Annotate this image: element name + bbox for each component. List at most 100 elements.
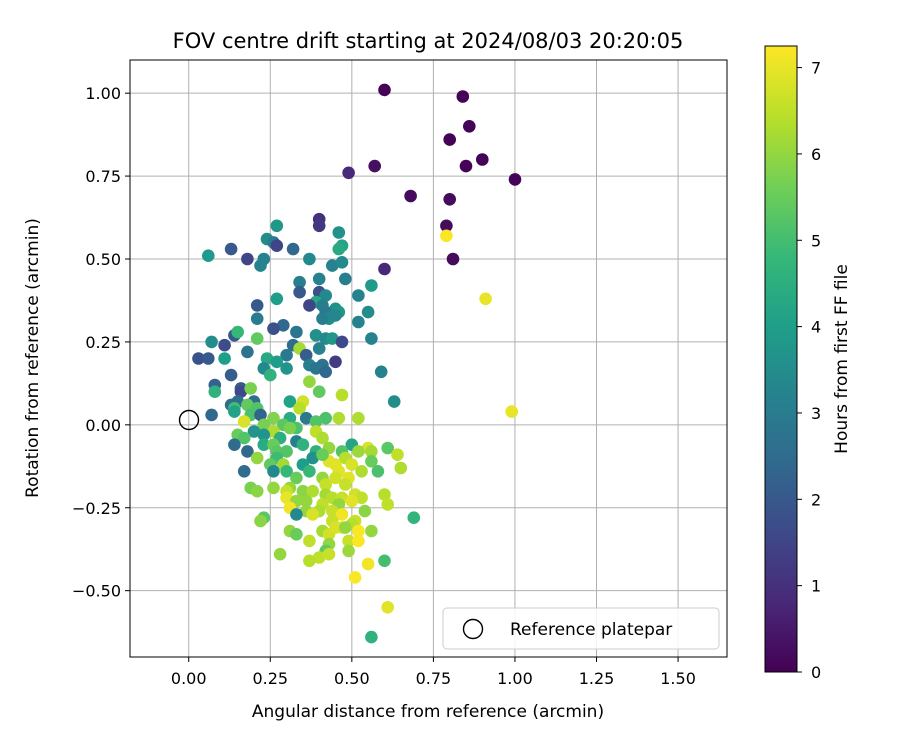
data-point: [306, 508, 320, 521]
data-point: [241, 398, 254, 412]
x-tick-label: 0.25: [252, 669, 288, 688]
data-point: [280, 465, 293, 478]
data-point: [339, 272, 352, 286]
data-point: [296, 484, 310, 498]
data-point: [202, 249, 215, 262]
data-point: [290, 508, 303, 521]
data-point: [254, 259, 267, 272]
data-point: [335, 335, 349, 349]
data-point: [374, 365, 388, 379]
data-point: [352, 534, 365, 548]
data-point: [303, 465, 316, 478]
data-point: [202, 352, 215, 365]
data-point: [224, 242, 238, 256]
data-point: [312, 385, 326, 399]
data-point: [381, 441, 395, 455]
data-point: [237, 465, 251, 478]
data-point: [254, 408, 267, 422]
data-point: [241, 345, 254, 359]
data-point: [250, 332, 264, 345]
data-point: [319, 411, 333, 425]
data-point: [312, 342, 326, 355]
colorbar: [764, 45, 798, 673]
y-axis-ticks: −0.50 −0.25 0.00 0.25 0.50 0.75 1.00: [72, 84, 130, 601]
data-point: [355, 491, 368, 505]
colorbar-tick-label: 6: [811, 145, 821, 164]
data-point: [218, 352, 231, 365]
y-tick-label: −0.25: [72, 499, 121, 518]
data-point: [332, 226, 346, 239]
colorbar-ticks: 0 1 2 3 4 5 6 7: [797, 59, 821, 682]
colorbar-tick-label: 2: [811, 490, 821, 509]
data-point: [339, 521, 352, 534]
data-point: [365, 445, 378, 458]
data-point: [257, 418, 271, 432]
data-point: [319, 478, 333, 491]
data-point: [352, 524, 365, 538]
data-point: [241, 252, 254, 266]
data-point: [290, 325, 303, 339]
data-point: [365, 630, 378, 644]
data-point: [234, 385, 248, 399]
data-point: [306, 484, 320, 498]
data-point: [348, 571, 362, 584]
data-point: [254, 514, 267, 528]
y-tick-label: 1.00: [85, 84, 121, 103]
data-point: [352, 445, 365, 458]
data-point: [368, 159, 382, 173]
data-point: [299, 348, 313, 362]
y-tick-label: 0.00: [85, 416, 121, 435]
reference-platepar-marker: [178, 409, 200, 431]
y-axis-label: Rotation from reference (arcmin): [23, 218, 43, 498]
data-point: [257, 438, 271, 452]
data-point: [303, 252, 316, 266]
data-point: [316, 312, 329, 326]
x-tick-label: 0.50: [334, 669, 370, 688]
data-point: [365, 455, 378, 468]
data-point: [309, 329, 323, 342]
data-point: [361, 557, 375, 571]
colorbar-tick-label: 4: [811, 318, 821, 337]
data-point: [440, 229, 453, 243]
data-point: [365, 279, 378, 292]
colorbar-label: Hours from first FF file: [832, 264, 852, 454]
data-point: [319, 365, 333, 379]
data-point: [335, 508, 349, 521]
legend-marker-icon: [462, 618, 484, 640]
colorbar-tick-label: 3: [811, 404, 821, 423]
data-point: [332, 242, 346, 256]
data-point: [371, 465, 385, 478]
data-point: [329, 355, 342, 369]
data-point: [378, 262, 391, 276]
x-tick-label: 0.00: [171, 669, 207, 688]
data-point: [267, 481, 280, 495]
data-point: [224, 368, 238, 382]
data-point: [267, 411, 280, 425]
data-point: [345, 458, 359, 471]
x-tick-label: 1.00: [497, 669, 533, 688]
data-point: [309, 362, 323, 375]
plot-frame: [129, 59, 728, 658]
data-point: [335, 388, 349, 402]
data-point: [205, 408, 218, 422]
x-axis-ticks: 0.00 0.25 0.50 0.75 1.00 1.25 1.50: [171, 657, 696, 688]
data-point: [381, 601, 395, 614]
data-point: [329, 471, 342, 485]
data-point: [312, 219, 326, 233]
data-point: [345, 494, 359, 508]
data-point: [267, 465, 280, 478]
data-point: [270, 239, 284, 252]
data-point: [244, 382, 257, 395]
data-point: [443, 133, 457, 146]
data-point: [316, 431, 329, 445]
data-point: [205, 335, 218, 349]
data-point: [394, 461, 408, 475]
data-point: [365, 332, 378, 345]
y-tick-label: 0.75: [85, 167, 121, 186]
data-point: [290, 528, 303, 541]
data-point: [260, 352, 274, 365]
data-point: [247, 425, 261, 438]
data-point: [277, 319, 290, 332]
data-point: [241, 445, 254, 458]
